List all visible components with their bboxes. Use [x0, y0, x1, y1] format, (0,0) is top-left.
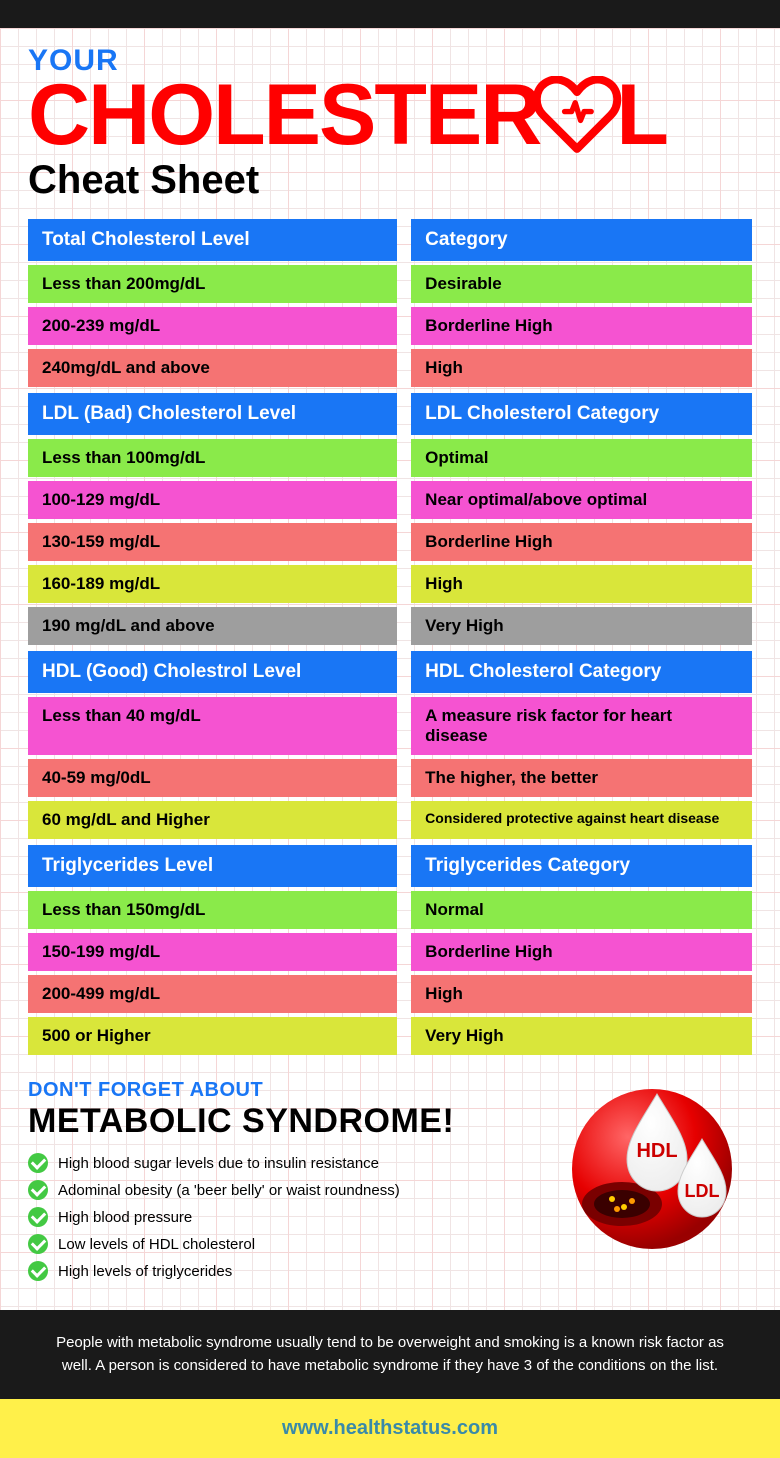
section-header-left: HDL (Good) Cholestrol Level [28, 651, 397, 693]
check-icon [28, 1261, 48, 1281]
level-cell: 240mg/dL and above [28, 349, 397, 387]
check-icon [28, 1234, 48, 1254]
top-bar [0, 0, 780, 28]
category-cell: Borderline High [411, 307, 752, 345]
check-item: High blood pressure [28, 1207, 542, 1227]
check-item: Low levels of HDL cholesterol [28, 1234, 542, 1254]
tables-container: Total Cholesterol Level Category Less than… [28, 219, 752, 1055]
level-cell: 200-499 mg/dL [28, 975, 397, 1013]
category-cell: High [411, 349, 752, 387]
check-item: High blood sugar levels due to insulin r… [28, 1153, 542, 1173]
level-cell: 150-199 mg/dL [28, 933, 397, 971]
dark-footer: People with metabolic syndrome usually t… [0, 1310, 780, 1399]
check-text: Low levels of HDL cholesterol [58, 1236, 255, 1253]
section-header-left: LDL (Bad) Cholesterol Level [28, 393, 397, 435]
level-cell: Less than 40 mg/dL [28, 697, 397, 755]
level-cell: 40-59 mg/0dL [28, 759, 397, 797]
level-cell: 160-189 mg/dL [28, 565, 397, 603]
metabolic-graphic: HDL LDL [562, 1079, 742, 1259]
category-cell: Desirable [411, 265, 752, 303]
check-icon [28, 1153, 48, 1173]
category-cell: Near optimal/above optimal [411, 481, 752, 519]
level-cell: 190 mg/dL and above [28, 607, 397, 645]
check-icon [28, 1207, 48, 1227]
level-cell: Less than 200mg/dL [28, 265, 397, 303]
check-icon [28, 1180, 48, 1200]
section-header-left: Total Cholesterol Level [28, 219, 397, 261]
level-cell: Less than 150mg/dL [28, 891, 397, 929]
check-text: High blood sugar levels due to insulin r… [58, 1155, 379, 1172]
category-cell: Borderline High [411, 933, 752, 971]
level-cell: 200-239 mg/dL [28, 307, 397, 345]
metabolic-checklist: High blood sugar levels due to insulin r… [28, 1153, 542, 1281]
hdl-label: HDL [636, 1140, 677, 1162]
section-header-left: Triglycerides Level [28, 845, 397, 887]
category-cell: Borderline High [411, 523, 752, 561]
ldl-label: LDL [685, 1181, 720, 1201]
category-cell: Very High [411, 607, 752, 645]
check-item: Adominal obesity (a 'beer belly' or wais… [28, 1180, 542, 1200]
category-cell: Normal [411, 891, 752, 929]
url-footer: www.healthstatus.com [0, 1399, 780, 1458]
category-cell: Considered protective against heart dise… [411, 801, 752, 839]
level-cell: Less than 100mg/dL [28, 439, 397, 477]
category-cell: High [411, 975, 752, 1013]
section-header-right: Triglycerides Category [411, 845, 752, 887]
title-cholesterol: CHOLESTER [28, 77, 540, 154]
check-text: High levels of triglycerides [58, 1263, 232, 1280]
title-cheat: Cheat Sheet [28, 158, 752, 203]
title-block: YOUR CHOLESTER L Cheat Sheet [28, 46, 752, 203]
heart-icon [532, 76, 622, 156]
section-header-right: LDL Cholesterol Category [411, 393, 752, 435]
section-header-right: Category [411, 219, 752, 261]
check-text: High blood pressure [58, 1209, 192, 1226]
category-cell: The higher, the better [411, 759, 752, 797]
metabolic-title: METABOLIC SYNDROME! [28, 1102, 542, 1141]
metabolic-subtitle: DON'T FORGET ABOUT [28, 1079, 542, 1102]
main-content: YOUR CHOLESTER L Cheat Sheet Total Chole… [0, 28, 780, 1310]
category-cell: High [411, 565, 752, 603]
metabolic-section: DON'T FORGET ABOUT METABOLIC SYNDROME! H… [28, 1079, 752, 1288]
level-cell: 100-129 mg/dL [28, 481, 397, 519]
check-text: Adominal obesity (a 'beer belly' or wais… [58, 1182, 400, 1199]
category-cell: Optimal [411, 439, 752, 477]
level-cell: 60 mg/dL and Higher [28, 801, 397, 839]
level-cell: 500 or Higher [28, 1017, 397, 1055]
category-cell: Very High [411, 1017, 752, 1055]
section-header-right: HDL Cholesterol Category [411, 651, 752, 693]
title-chol-end: L [616, 77, 667, 154]
category-cell: A measure risk factor for heart disease [411, 697, 752, 755]
level-cell: 130-159 mg/dL [28, 523, 397, 561]
check-item: High levels of triglycerides [28, 1261, 542, 1281]
